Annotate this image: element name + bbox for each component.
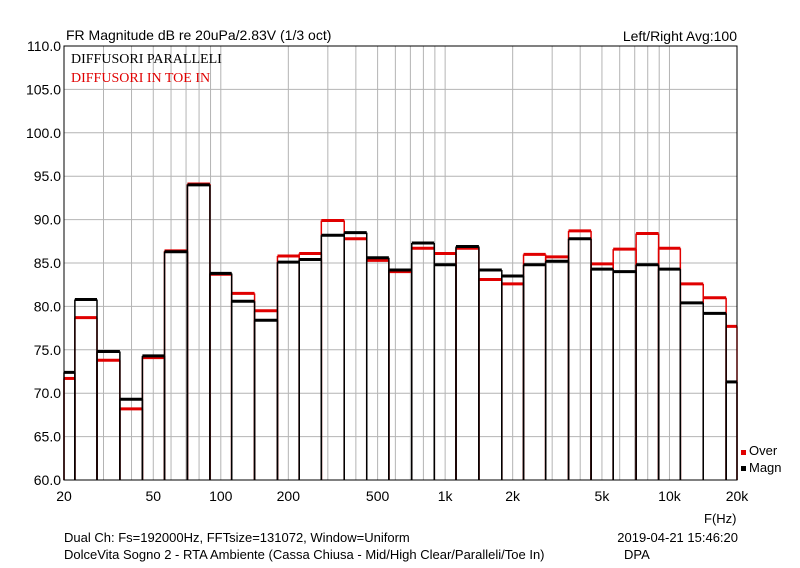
footer-timestamp: 2019-04-21 15:46:20 [617, 530, 738, 545]
x-tick-label: 1k [438, 488, 454, 504]
footer-description: DolceVita Sogno 2 - RTA Ambiente (Cassa … [64, 547, 545, 562]
y-tick-labels: 60.0 65.0 70.0 75.0 80.0 85.0 90.0 95.0 100.0 105… [26, 38, 61, 488]
x-tick-label: 500 [366, 488, 390, 504]
x-tick-label: 200 [277, 488, 301, 504]
x-tick-label: 20k [726, 488, 750, 504]
y-tick-label: 110.0 [27, 38, 61, 54]
legend-magn-label: Magn [749, 460, 782, 475]
annotation-paralleli: DIFFUSORI PARALLELI [71, 52, 222, 67]
x-tick-label: 2k [505, 488, 521, 504]
y-tick-label: 65.0 [34, 429, 61, 445]
annotation-toe-in: DIFFUSORI IN TOE IN [71, 71, 210, 86]
x-tick-label: 100 [209, 488, 233, 504]
footer-acquisition-info: Dual Ch: Fs=192000Hz, FFTsize=131072, Wi… [64, 530, 410, 545]
y-tick-label: 85.0 [34, 255, 61, 271]
legend-magn-swatch [741, 466, 746, 471]
y-tick-label: 75.0 [34, 342, 61, 358]
series-magn [63, 183, 738, 480]
legend-over-swatch [741, 450, 746, 455]
x-tick-label: 20 [56, 488, 72, 504]
x-axis-label: F(Hz) [704, 511, 737, 526]
x-tick-label: 50 [145, 488, 161, 504]
x-tick-labels: 20 50 100 200 500 1k 2k 5k 10k 20k [56, 488, 749, 504]
y-tick-label: 95.0 [34, 168, 61, 184]
legend-over-label: Over [749, 443, 778, 458]
y-tick-label: 100.0 [26, 125, 61, 141]
x-tick-label: 10k [658, 488, 682, 504]
x-tick-label: 5k [595, 488, 611, 504]
y-tick-label: 80.0 [34, 298, 61, 314]
y-tick-label: 60.0 [34, 472, 61, 488]
footer-author: DPA [624, 547, 650, 562]
y-tick-label: 70.0 [34, 385, 61, 401]
channel-info: Left/Right Avg:100 [622, 28, 737, 44]
chart-title: FR Magnitude dB re 20uPa/2.83V (1/3 oct) [66, 27, 332, 43]
y-tick-label: 105.0 [26, 81, 61, 97]
plot-frame [63, 45, 738, 481]
legend: Over Magn [741, 443, 782, 475]
y-tick-label: 90.0 [34, 212, 61, 228]
